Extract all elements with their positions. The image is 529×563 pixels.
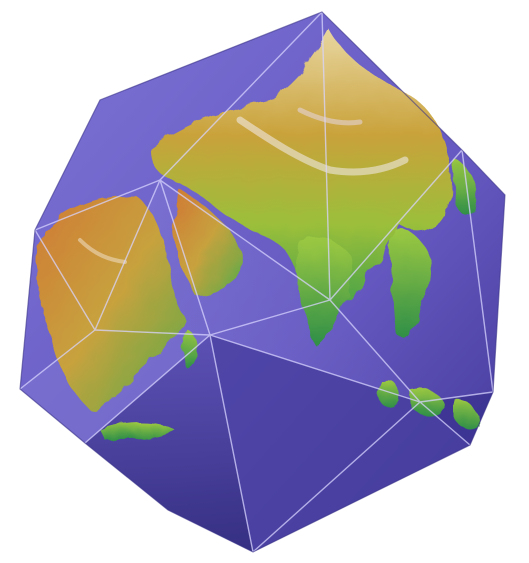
mountain-highlights <box>78 107 409 264</box>
land-bottom-fragment <box>100 422 175 441</box>
land-indonesia-2 <box>410 388 445 416</box>
face-bottom-left <box>85 335 253 552</box>
land-right-fragment <box>452 160 477 216</box>
land-eurasia <box>150 30 451 330</box>
land-indonesia-3 <box>455 399 479 429</box>
land-masses <box>38 30 479 441</box>
land-middle-east <box>173 190 242 297</box>
land-madagascar <box>183 330 197 369</box>
land-southeast-asia <box>389 229 431 338</box>
icosahedron-outline <box>19 11 506 553</box>
land-india <box>295 238 352 345</box>
face-edges <box>19 11 494 553</box>
face-bottom-right <box>210 335 470 552</box>
land-africa <box>38 195 185 410</box>
